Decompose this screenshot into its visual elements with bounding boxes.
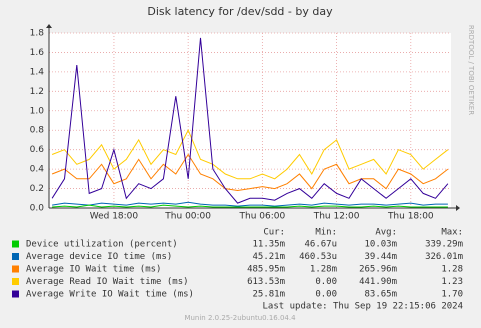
x-tick-label: Thu 06:00 [239,212,286,222]
legend-stat: 39.44m [364,252,397,262]
x-tick-label: Thu 00:00 [164,212,211,222]
legend-stat: 1.70 [441,290,463,300]
legend-swatch [12,240,19,248]
legend-swatch [12,265,19,273]
legend-header: Avg: [375,228,397,238]
y-tick-label: 0.8 [30,126,45,136]
legend-stat: 1.28 [441,265,463,275]
legend-swatch [12,290,19,298]
chart-title: Disk latency for /dev/sdd - by day [147,5,333,18]
legend-stat: 339.29m [425,240,463,250]
y-tick-label: 1.0 [30,106,45,116]
x-tick-label: Thu 12:00 [313,212,360,222]
legend-stat: 46.67u [304,240,337,250]
legend-label: Device utilization (percent) [26,240,178,250]
x-tick-label: Thu 18:00 [387,212,434,222]
legend-stat: 1.28m [310,265,337,275]
legend-stat: 11.35m [252,240,285,250]
legend-swatch [12,253,19,260]
series-line [51,37,449,204]
y-tick-label: 0.2 [30,184,44,194]
y-tick-label: 1.6 [30,48,45,58]
axis-arrow [46,24,52,28]
legend-stat: 45.21m [252,252,285,262]
legend: Cur: Min: Avg: Max: Device utilization (perc… [12,228,463,300]
x-tick-label: Wed 18:00 [90,212,139,222]
legend-stat: 485.95m [247,265,285,275]
legend-label: Average Read IO Wait time (ms) [26,277,189,287]
legend-stat: 10.03m [364,240,397,250]
y-tick-label: 0.6 [30,145,45,155]
legend-header: Min: [315,228,337,238]
series-line [52,204,448,208]
legend-label: Average IO Wait time (ms) [26,265,161,275]
y-tick-label: 0.0 [30,204,45,214]
legend-header: Cur: [263,228,285,238]
legend-stat: 83.65m [364,290,397,300]
side-label: RRDTOOL / TOBI OETIKER [467,25,475,115]
legend-swatch [12,278,19,285]
footer: Munin 2.0.25-2ubuntu0.16.04.4 [184,314,296,322]
legend-stat: 1.23 [441,277,463,287]
legend-stat: 613.53m [247,277,285,287]
legend-stat: 441.90m [359,277,397,287]
series-line [52,201,448,207]
legend-stat: 265.96m [359,265,397,275]
legend-stat: 326.01m [425,252,463,262]
legend-label: Average device IO time (ms) [26,252,172,262]
y-tick-label: 1.8 [30,29,45,39]
legend-stat: 0.00 [315,277,337,287]
last-update: Last update: Thu Sep 19 22:15:06 2024 [263,302,463,312]
y-tick-label: 1.4 [30,67,45,77]
axes: 0.0 0.2 0.4 0.6 0.8 1.0 1.2 1.4 1.6 1.8 Wed 18:00 T… [30,24,460,222]
axis-arrow [456,205,460,211]
legend-header: Max: [441,228,463,238]
legend-stat: 0.00 [315,290,337,300]
y-tick-label: 0.4 [30,165,45,175]
legend-stat: 460.53u [299,252,337,262]
series-line [51,153,449,192]
y-tick-label: 1.2 [30,87,44,97]
lines [51,37,449,208]
legend-label: Average Write IO Wait time (ms) [26,290,194,300]
legend-stat: 25.81m [252,290,285,300]
